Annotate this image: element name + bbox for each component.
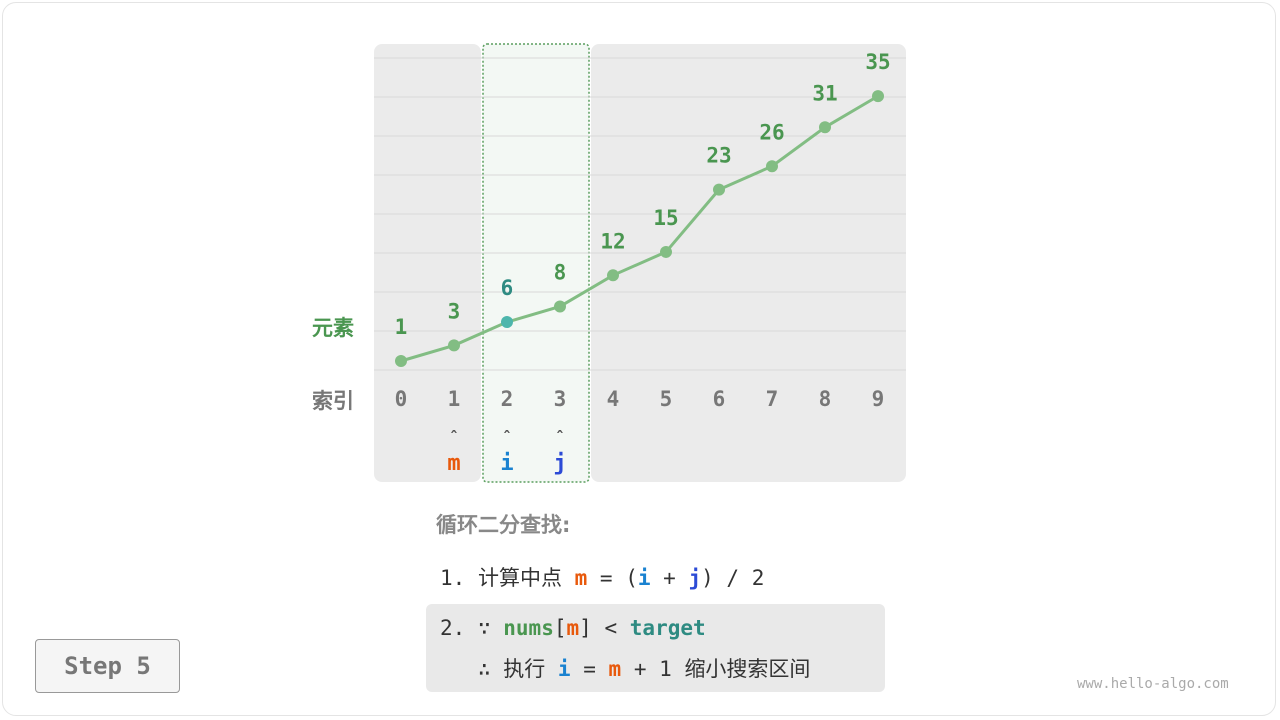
op: [ bbox=[553, 616, 567, 640]
section-title: 循环二分查找: bbox=[436, 513, 571, 537]
index-label: 8 bbox=[819, 387, 832, 411]
value-label: 15 bbox=[653, 206, 678, 230]
index-label: 6 bbox=[713, 387, 726, 411]
pointer-arrow: ˆ bbox=[449, 428, 459, 447]
var-m: m bbox=[608, 657, 622, 681]
pointer-m: m bbox=[447, 451, 460, 476]
elements-label: 元素 bbox=[312, 316, 354, 340]
value-label: 12 bbox=[600, 229, 625, 253]
data-point bbox=[395, 355, 407, 367]
step-2-line-1: 2. ∵ nums[m] < target bbox=[440, 616, 706, 640]
var-m: m bbox=[574, 566, 588, 590]
op: = bbox=[583, 657, 596, 681]
op: + 1 bbox=[633, 657, 672, 681]
shrink-text: 缩小搜索区间 bbox=[684, 657, 811, 681]
because-symbol: ∵ bbox=[477, 616, 491, 640]
value-line bbox=[400, 94, 879, 363]
left-panel bbox=[374, 44, 481, 482]
current-step-highlight bbox=[426, 604, 885, 692]
var-i: i bbox=[557, 657, 571, 681]
pointer-arrow: ˆ bbox=[502, 428, 512, 447]
index-label: 4 bbox=[607, 387, 620, 411]
index-label: 2 bbox=[501, 387, 514, 411]
value-label: 6 bbox=[501, 276, 514, 300]
watermark: www.hello-algo.com bbox=[1077, 676, 1229, 692]
search-interval bbox=[482, 43, 590, 483]
value-label: 23 bbox=[706, 144, 731, 168]
data-point bbox=[872, 90, 884, 103]
data-point bbox=[448, 339, 460, 352]
data-point bbox=[819, 121, 831, 134]
data-point bbox=[607, 269, 619, 282]
index-label: 0 bbox=[395, 387, 408, 411]
target: target bbox=[629, 616, 706, 640]
value-label: 8 bbox=[554, 260, 567, 284]
data-point bbox=[660, 245, 672, 258]
index-label: 7 bbox=[766, 387, 779, 411]
exec-text: 执行 bbox=[503, 657, 546, 681]
step-text: 计算中点 bbox=[477, 566, 562, 590]
op: < bbox=[604, 616, 618, 640]
index-label: 9 bbox=[872, 387, 885, 411]
var-j: j bbox=[688, 566, 702, 590]
data-point bbox=[501, 316, 513, 329]
var-m: m bbox=[566, 616, 580, 640]
op: ] bbox=[579, 616, 592, 640]
value-label: 35 bbox=[865, 50, 890, 74]
therefore-symbol: ∴ bbox=[477, 657, 491, 681]
index-label: 1 bbox=[448, 387, 461, 411]
right-panel bbox=[591, 44, 906, 482]
pointer-j: j bbox=[553, 451, 566, 476]
nums: nums bbox=[503, 616, 554, 640]
index-label: 5 bbox=[660, 387, 673, 411]
value-label: 26 bbox=[759, 120, 784, 144]
data-point bbox=[713, 183, 725, 196]
value-label: 1 bbox=[395, 315, 408, 339]
indices-label: 索引 bbox=[312, 389, 354, 413]
step-number: 1. bbox=[440, 566, 466, 590]
value-label: 31 bbox=[812, 81, 837, 105]
op: + bbox=[663, 566, 676, 590]
index-label: 3 bbox=[554, 387, 567, 411]
step-2-line-2: ∴ 执行 i = m + 1 缩小搜索区间 bbox=[440, 653, 811, 683]
pointer-arrow: ˆ bbox=[555, 428, 565, 447]
value-label: 3 bbox=[448, 299, 461, 323]
var-i: i bbox=[637, 566, 651, 590]
op: ) / 2 bbox=[701, 566, 765, 590]
step-badge[interactable]: Step 5 bbox=[35, 639, 180, 693]
step-1: 1. 计算中点 m = (i + j) / 2 bbox=[440, 562, 764, 592]
pointer-i: i bbox=[500, 451, 513, 476]
data-point bbox=[554, 300, 566, 313]
op: = ( bbox=[599, 566, 638, 590]
step-number: 2. bbox=[440, 616, 466, 640]
data-point bbox=[766, 160, 778, 173]
